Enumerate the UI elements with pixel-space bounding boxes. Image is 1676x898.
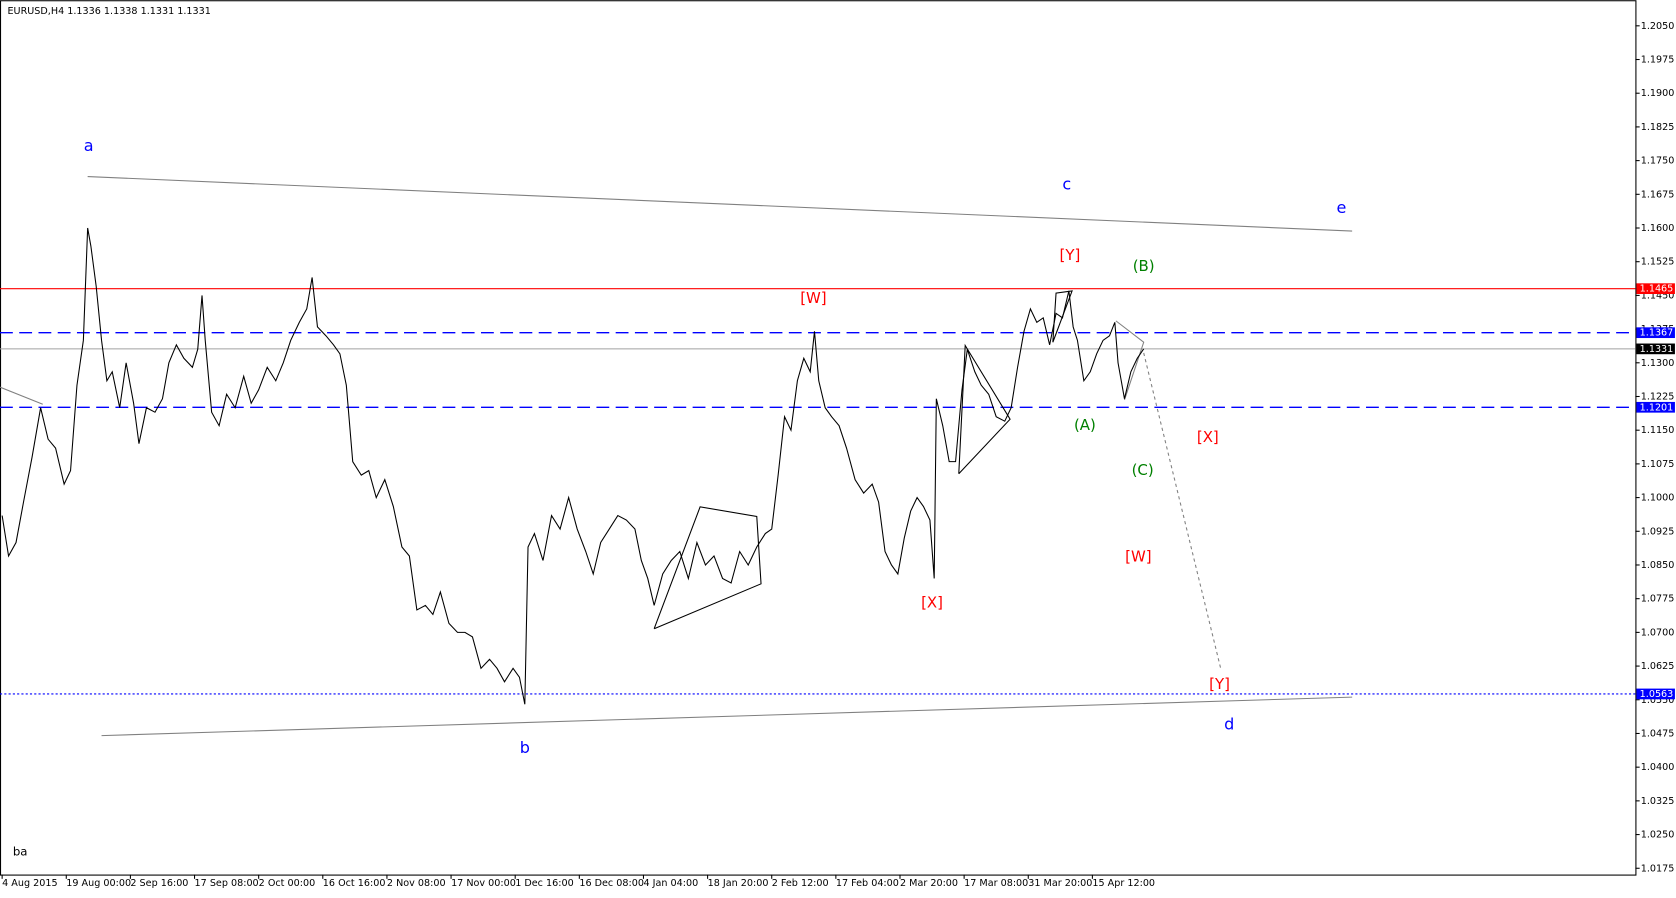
levels: 1.1465 1.1367 1.1331 1.1201 1.0563 <box>0 283 1675 700</box>
y-tick-label: 1.0175 <box>1641 863 1675 874</box>
y-tick-label: 1.1600 <box>1641 223 1675 234</box>
x-tick-label: 31 Mar 20:00 <box>1028 878 1092 889</box>
price-level-label: 1.1331 <box>1640 344 1674 355</box>
y-tick-label: 1.0400 <box>1641 762 1675 773</box>
y-tick-label: 1.1075 <box>1641 459 1675 470</box>
x-tick-label: 15 Apr 12:00 <box>1092 878 1155 889</box>
wave-label: (A) <box>1074 416 1096 434</box>
drawings <box>0 176 1353 737</box>
y-tick-label: 1.1300 <box>1641 358 1675 369</box>
trend-line <box>101 696 1353 737</box>
x-tick-label: 2 Feb 12:00 <box>772 878 829 889</box>
y-tick-label: 1.1450 <box>1641 290 1675 301</box>
wave-label: [X] <box>1197 428 1219 446</box>
y-tick-label: 1.0550 <box>1641 695 1675 706</box>
x-tick-label: 2 Sep 16:00 <box>130 878 188 889</box>
wave-label: c <box>1062 175 1071 194</box>
wave-label: (B) <box>1133 257 1155 275</box>
y-tick-label: 1.0325 <box>1641 796 1675 807</box>
series <box>1 227 1145 705</box>
price-line <box>1 227 1145 705</box>
wave-label: (C) <box>1132 461 1154 479</box>
x-tick-label: 16 Oct 16:00 <box>323 878 386 889</box>
x-tick-label: 17 Nov 00:00 <box>451 878 516 889</box>
y-tick-label: 1.1000 <box>1641 493 1675 504</box>
wave-label: b <box>520 738 530 757</box>
plot-frame <box>0 0 1637 876</box>
y-tick-label: 1.0700 <box>1641 627 1675 638</box>
price-level-box <box>1636 401 1675 413</box>
chart-title: EURUSD,H4 1.1336 1.1338 1.1331 1.1331 <box>7 6 210 17</box>
price-level-label: 1.1465 <box>1640 284 1674 295</box>
y-tick-label: 1.1675 <box>1641 189 1675 200</box>
y-tick-label: 1.0850 <box>1641 560 1675 571</box>
x-tick-label: 18 Jan 20:00 <box>708 878 769 889</box>
price-level-box <box>1636 283 1675 295</box>
wave-label: a <box>84 136 94 155</box>
y-tick-label: 1.1975 <box>1641 55 1675 66</box>
wave-label: [Y] <box>1209 675 1230 693</box>
footer-label: ba <box>13 845 28 859</box>
price-level-label: 1.1201 <box>1640 402 1674 413</box>
axes: 1.0175 1.0250 1.0325 1.0400 1.0475 1.0550 1.06… <box>1 21 1675 889</box>
x-tick-label: 4 Jan 04:00 <box>643 878 698 889</box>
wave-label: [X] <box>921 594 943 612</box>
x-tick-label: 2 Oct 00:00 <box>259 878 316 889</box>
triangle <box>653 506 762 630</box>
price-level-box <box>1636 343 1675 355</box>
wave-label: e <box>1337 198 1347 217</box>
y-tick-label: 1.0625 <box>1641 661 1675 672</box>
triangle <box>958 343 1011 475</box>
x-tick-label: 1 Dec 16:00 <box>515 878 574 889</box>
y-tick-label: 1.0250 <box>1641 830 1675 841</box>
x-tick-label: 17 Sep 08:00 <box>195 878 259 889</box>
x-tick-label: 17 Feb 04:00 <box>836 878 899 889</box>
trend-line <box>87 176 1353 232</box>
y-tick-label: 1.1225 <box>1641 391 1675 402</box>
price-level-label: 1.1367 <box>1640 328 1674 339</box>
y-tick-label: 1.1750 <box>1641 156 1675 167</box>
x-tick-label: 19 Aug 00:00 <box>66 878 131 889</box>
x-tick-label: 17 Mar 08:00 <box>964 878 1028 889</box>
y-tick-label: 1.2050 <box>1641 21 1675 32</box>
triangle <box>1115 320 1145 401</box>
price-level-box <box>1636 327 1675 339</box>
projection <box>1143 352 1222 669</box>
y-tick-label: 1.1150 <box>1641 425 1675 436</box>
wave-label: [W] <box>800 289 826 307</box>
y-tick-label: 1.0475 <box>1641 728 1675 739</box>
x-tick-label: 2 Nov 08:00 <box>387 878 446 889</box>
y-tick-label: 1.0775 <box>1641 594 1675 605</box>
wave-label: d <box>1224 714 1234 733</box>
price-level-label: 1.0563 <box>1640 689 1674 700</box>
trend-line <box>0 386 43 405</box>
wave-label: [Y] <box>1060 246 1081 264</box>
x-tick-label: 2 Mar 20:00 <box>900 878 958 889</box>
wave-label: [W] <box>1125 548 1151 566</box>
y-tick-label: 1.0925 <box>1641 526 1675 537</box>
y-tick-label: 1.1900 <box>1641 88 1675 99</box>
price-level-box <box>1636 688 1675 700</box>
x-tick-label: 16 Dec 08:00 <box>579 878 644 889</box>
wave-labels: a b c d e [W] [Y] (B) (A) [X] (C) [W] [X… <box>84 136 1347 757</box>
x-tick-label: 4 Aug 2015 <box>2 878 57 889</box>
y-tick-label: 1.1525 <box>1641 257 1675 268</box>
y-tick-label: 1.1825 <box>1641 122 1675 133</box>
